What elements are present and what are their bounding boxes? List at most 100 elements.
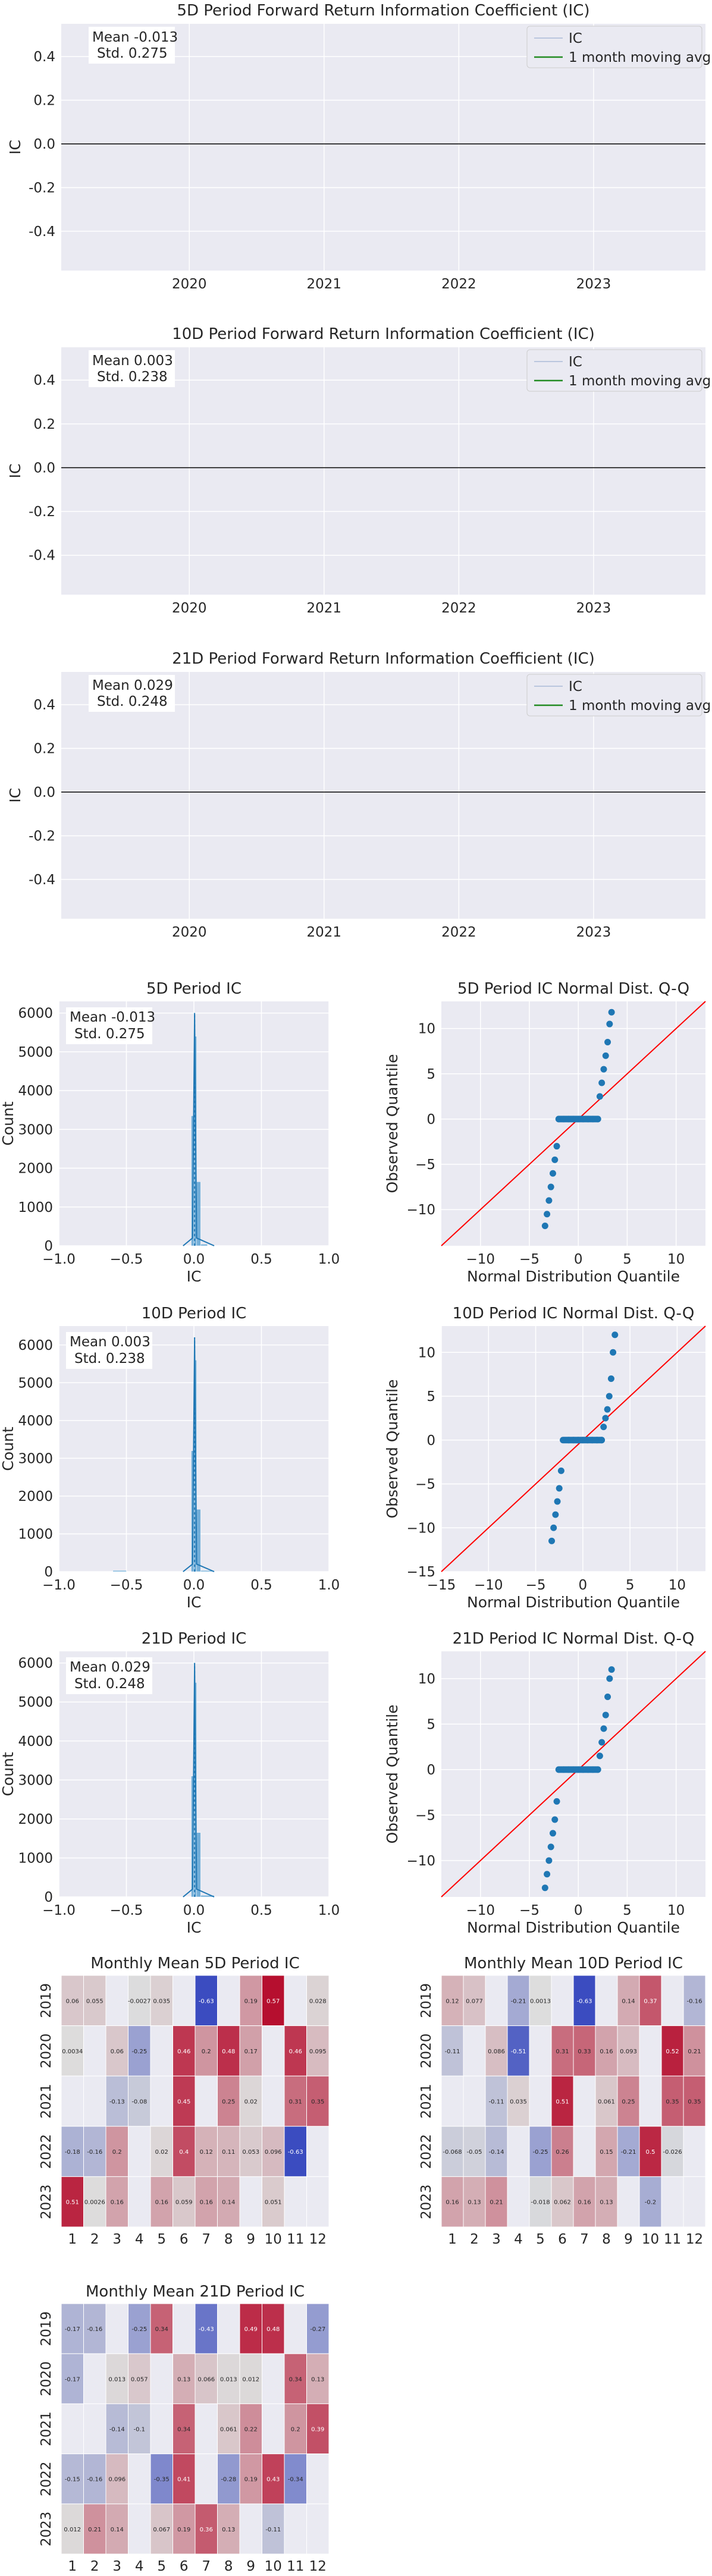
heatmap-cell-label: -0.05 xyxy=(467,2149,482,2156)
heatmap-cell-label: 0.13 xyxy=(177,2376,190,2383)
heatmap-cell-label: -0.25 xyxy=(131,2049,147,2055)
heatmap-cell-label: -0.11 xyxy=(445,2049,460,2055)
heatmap-cell xyxy=(306,2303,330,2354)
qq-point xyxy=(579,1437,586,1444)
heatmap-cell-empty xyxy=(128,2176,151,2228)
heatmap-cell-label: -0.018 xyxy=(531,2200,550,2206)
qq-point xyxy=(570,1116,577,1123)
heatmap-cell-empty xyxy=(661,1975,684,2027)
heatmap-cell-label: 0.52 xyxy=(666,2049,679,2055)
heatmap-cell xyxy=(441,2176,464,2228)
heatmap-cell xyxy=(463,2176,486,2228)
x-tick-label: 2021 xyxy=(307,601,342,616)
x-tick-label: −10 xyxy=(466,1252,495,1267)
heatmap-cell-empty xyxy=(262,2025,285,2076)
heatmap-cell-label: 0.11 xyxy=(222,2149,235,2156)
y-tick-label: 3000 xyxy=(18,1773,53,1788)
heatmap-cell-empty xyxy=(172,2303,196,2354)
heatmap-cell-empty xyxy=(128,2503,151,2555)
y-tick-label: 10 xyxy=(418,1672,435,1687)
y-tick-label: −10 xyxy=(406,1521,435,1536)
ic-histogram-panel-1: −1.0 −0.5 0.0 0.5 1.0 0 1000 2000 3000 4000 5000 60… xyxy=(0,980,340,1285)
y-tick-label: 2000 xyxy=(18,1489,53,1504)
x-tick-label: 2023 xyxy=(576,277,611,292)
x-tick-label: −15 xyxy=(427,1578,456,1593)
heatmap-cell-label: -0.63 xyxy=(288,2149,303,2156)
heatmap-col-label: 1 xyxy=(448,2232,457,2247)
heatmap-col-label: 2 xyxy=(90,2559,99,2574)
heatmap-cell xyxy=(284,2403,307,2455)
heatmap-row-label: 2020 xyxy=(39,2034,54,2069)
heatmap-cell-empty xyxy=(573,2075,596,2127)
y-tick-label: −5 xyxy=(415,1477,435,1493)
heatmap-cell-empty xyxy=(551,1975,574,2027)
heatmap-col-label: 6 xyxy=(180,2559,189,2574)
qq-point xyxy=(544,1871,551,1878)
heatmap-cell-label: -0.0027 xyxy=(128,1998,151,2005)
heatmap-cell-label: 0.51 xyxy=(66,2200,79,2206)
heatmap-row-label: 2020 xyxy=(39,2361,54,2396)
chart-title: 21D Period Forward Return Information Co… xyxy=(172,650,595,668)
heatmap-cell-empty xyxy=(128,2126,151,2177)
heatmap-row-label: 2023 xyxy=(39,2184,54,2219)
y-tick-label: 10 xyxy=(418,1345,435,1361)
qq-point xyxy=(549,1170,556,1177)
ic-histogram-panel-3: −1.0 −0.5 0.0 0.5 1.0 0 1000 2000 3000 4000 5000 60… xyxy=(0,1630,340,1936)
legend: IC 1 month moving avg xyxy=(526,674,711,717)
heatmap-cell xyxy=(172,2353,196,2404)
heatmap-cell xyxy=(239,2075,262,2127)
heatmap-col-label: 6 xyxy=(558,2232,567,2247)
qq-point xyxy=(610,1349,617,1356)
y-axis-label: Count xyxy=(0,1101,17,1145)
heatmap-cell-empty xyxy=(195,2454,218,2505)
heatmap-cell-empty xyxy=(683,2176,706,2228)
y-tick-label: −10 xyxy=(406,1202,435,1218)
heatmap-cell xyxy=(639,2126,662,2177)
heatmap-cell-label: -0.16 xyxy=(87,2326,102,2333)
heatmap-cell xyxy=(306,2075,330,2127)
y-tick-label: 6000 xyxy=(18,1656,53,1672)
x-tick-label: 10 xyxy=(667,1903,685,1918)
heatmap-cell xyxy=(463,1975,486,2027)
heatmap-col-label: 11 xyxy=(287,2232,304,2247)
heatmap-cell-label: 0.22 xyxy=(244,2427,258,2433)
heatmap-cell-label: 0.21 xyxy=(88,2527,101,2533)
annotation-mean: Mean -0.013 xyxy=(92,30,178,45)
x-tick-label: 1.0 xyxy=(318,1903,340,1918)
heatmap-cell xyxy=(172,2403,196,2455)
y-tick-label: −15 xyxy=(406,1565,435,1580)
heatmap-cell-label: 0.19 xyxy=(177,2527,190,2533)
qq-point xyxy=(604,1406,611,1413)
heatmap-cell xyxy=(262,1975,285,2027)
qq-point xyxy=(585,1766,592,1773)
y-axis-label: IC xyxy=(7,788,24,803)
heatmap-cell xyxy=(551,2025,574,2076)
heatmap-cell-empty xyxy=(463,2075,486,2127)
heatmap-cell-label: -0.14 xyxy=(489,2149,504,2156)
legend-label-moving-avg: 1 month moving avg xyxy=(569,698,711,714)
heatmap-cell-empty xyxy=(284,2176,307,2228)
heatmap-row-label: 2019 xyxy=(39,1983,54,2018)
heatmap-col-label: 7 xyxy=(580,2232,589,2247)
heatmap-cell-label: 0.39 xyxy=(311,2427,324,2433)
heatmap-cell-label: 0.013 xyxy=(108,2376,126,2383)
y-tick-label: -0.2 xyxy=(29,504,55,520)
heatmap-cell-label: -0.16 xyxy=(87,2477,102,2483)
x-tick-label: 5 xyxy=(626,1578,635,1593)
heatmap-cell xyxy=(306,2025,330,2076)
heatmap-cell-label: -0.18 xyxy=(65,2149,80,2156)
x-tick-label: −1.0 xyxy=(42,1903,76,1918)
qq-point xyxy=(596,1093,603,1100)
annotation-box xyxy=(66,1332,152,1369)
ic-timeseries-panel-2: 2020 2021 2022 2023 -0.4 -0.2 0.0 0.2 0.4 10D Per… xyxy=(7,325,711,616)
legend-box xyxy=(526,674,702,717)
heatmap-cell-label: 0.062 xyxy=(554,2200,571,2206)
y-tick-label: 5000 xyxy=(18,1695,53,1710)
heatmap-col-label: 4 xyxy=(135,2559,144,2574)
legend-label-moving-avg: 1 month moving avg xyxy=(569,50,711,65)
heatmap-cell-label: 0.061 xyxy=(220,2427,237,2433)
x-tick-label: 2021 xyxy=(307,277,342,292)
qq-point xyxy=(589,1116,597,1123)
heatmap-cell-label: 0.5 xyxy=(646,2149,655,2156)
